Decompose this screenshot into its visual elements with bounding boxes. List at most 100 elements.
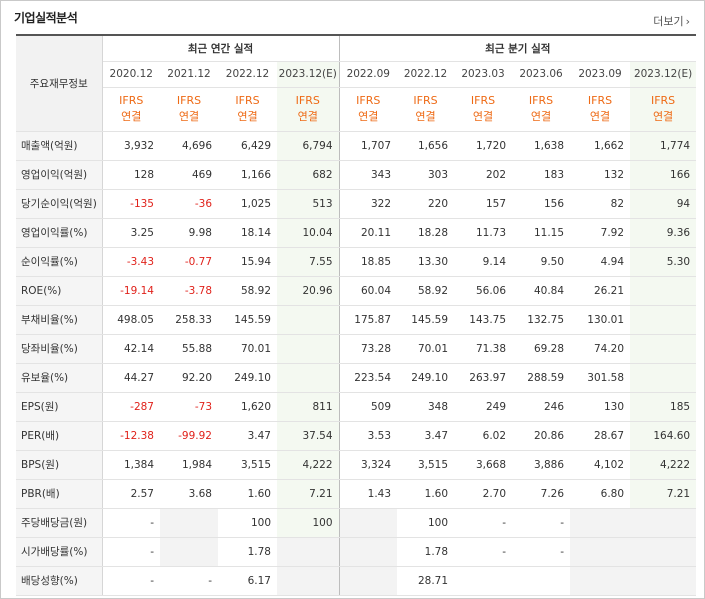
accounting-basis: IFRS 연결 (454, 87, 513, 132)
table-cell: 4,696 (160, 131, 218, 161)
table-cell (338, 537, 398, 567)
table-cell: 3,515 (397, 450, 455, 480)
table-cell: 58.92 (397, 276, 455, 306)
row-label: 시가배당률(%) (16, 537, 103, 567)
basis-standard: IFRS (295, 94, 320, 107)
table-cell: - (102, 537, 160, 567)
table-cell: 1,166 (218, 160, 277, 190)
table-cell: 2.57 (102, 479, 160, 509)
table-cell (570, 566, 631, 596)
table-cell: 145.59 (397, 304, 455, 335)
table-cell (630, 507, 697, 538)
table-row: PBR(배) 2.57 3.68 1.60 7.21 1.43 1.60 2.70 7.26 6.… (16, 479, 697, 509)
table-cell: 175.87 (338, 304, 398, 335)
table-cell: 7.21 (630, 479, 697, 509)
row-label: BPS(원) (16, 450, 103, 480)
basis-consolidation: 연결 (358, 110, 379, 123)
table-row: 당기순이익(억원) -135 -36 1,025 513 322 220 157 156 82 94 (16, 189, 697, 219)
table-cell: -99.92 (160, 421, 218, 451)
table-cell: 322 (338, 189, 398, 219)
table-cell (630, 566, 697, 596)
table-cell: 2.70 (454, 479, 513, 509)
table-cell: 288.59 (512, 363, 571, 393)
row-label: PER(배) (16, 421, 103, 451)
basis-consolidation: 연결 (297, 110, 318, 123)
period-header: 2020.12 (102, 61, 160, 88)
table-cell: 498.05 (102, 304, 160, 335)
table-cell: 3,932 (102, 131, 160, 161)
table-cell: 1.78 (218, 537, 277, 567)
table-cell: 1,025 (218, 189, 277, 219)
period-header: 2021.12 (160, 61, 218, 88)
period-header: 2022.12 (218, 61, 277, 88)
table-cell: 202 (454, 160, 513, 190)
table-cell: 130 (570, 391, 631, 422)
table-cell (630, 304, 697, 335)
period-header: 2023.12(E) (630, 61, 697, 88)
row-label: EPS(원) (16, 391, 103, 422)
table-cell: 4,102 (570, 450, 631, 480)
table-cell: 145.59 (218, 304, 277, 335)
table-cell: 40.84 (512, 276, 571, 306)
table-cell: -12.38 (102, 421, 160, 451)
table-row: 매출액(억원) 3,932 4,696 6,429 6,794 1,707 1,656 1,7… (16, 131, 697, 161)
basis-consolidation: 연결 (121, 110, 142, 123)
table-cell: 58.92 (218, 276, 277, 306)
accounting-basis: IFRS 연결 (102, 87, 160, 132)
accounting-basis: IFRS 연결 (338, 87, 398, 132)
table-cell: - (160, 566, 218, 596)
table-row: 유보율(%) 44.27 92.20 249.10 223.54 249.10 263.97… (16, 363, 697, 393)
table-cell: 1.60 (218, 479, 277, 509)
group-quarter-header: 최근 분기 실적 (338, 34, 697, 62)
table-cell: 56.06 (454, 276, 513, 306)
table-cell (630, 537, 697, 567)
table-cell: 70.01 (218, 334, 277, 364)
row-label: 당좌비율(%) (16, 334, 103, 364)
table-cell: 3,324 (338, 450, 398, 480)
basis-standard: IFRS (528, 94, 554, 107)
table-cell: 44.27 (102, 363, 160, 393)
table-cell: - (512, 537, 571, 567)
table-cell: 10.04 (277, 217, 340, 248)
table-cell: 28.67 (570, 421, 631, 451)
row-label: 매출액(억원) (16, 131, 103, 161)
table-cell: 11.15 (512, 217, 571, 248)
table-cell: 7.21 (277, 479, 340, 509)
table-cell: -3.78 (160, 276, 218, 306)
table-cell: -19.14 (102, 276, 160, 306)
table-cell: 71.38 (454, 334, 513, 364)
accounting-basis: IFRS 연결 (218, 87, 277, 132)
basis-consolidation: 연결 (652, 110, 674, 123)
accounting-basis: IFRS 연결 (397, 87, 455, 132)
more-link[interactable]: 더보기 › (653, 13, 690, 29)
table-cell (338, 507, 398, 538)
table-cell (630, 363, 697, 393)
table-cell: -36 (160, 189, 218, 219)
table-cell: 249.10 (397, 363, 455, 393)
table-cell: 130.01 (570, 304, 631, 335)
accounting-basis: IFRS 연결 (630, 87, 697, 132)
table-cell: 6.80 (570, 479, 631, 509)
table-cell: -3.43 (102, 247, 160, 277)
table-cell: -287 (102, 391, 160, 422)
financial-table: 주요재무정보 최근 연간 실적 최근 분기 실적 2020.12 2021.12 2… (16, 34, 697, 596)
table-row: 배당성향(%) - -6.17 28.71 (16, 566, 697, 596)
table-cell: 5.30 (630, 247, 697, 277)
table-cell: 6.17 (218, 566, 277, 596)
table-cell: 15.94 (218, 247, 277, 277)
table-cell: 6.02 (454, 421, 513, 451)
table-cell: 74.20 (570, 334, 631, 364)
table-cell: 1.60 (397, 479, 455, 509)
table-cell: -73 (160, 391, 218, 422)
basis-consolidation: 연결 (178, 110, 200, 123)
period-header: 2023.09 (570, 61, 631, 88)
table-cell: 7.26 (512, 479, 571, 509)
table-cell: 249 (454, 391, 513, 422)
row-label: 부채비율(%) (16, 304, 103, 335)
table-cell: 143.75 (454, 304, 513, 335)
table-cell: 1,662 (570, 131, 631, 161)
table-cell: 223.54 (338, 363, 398, 393)
table-cell: 26.21 (570, 276, 631, 306)
table-cell (338, 566, 398, 596)
